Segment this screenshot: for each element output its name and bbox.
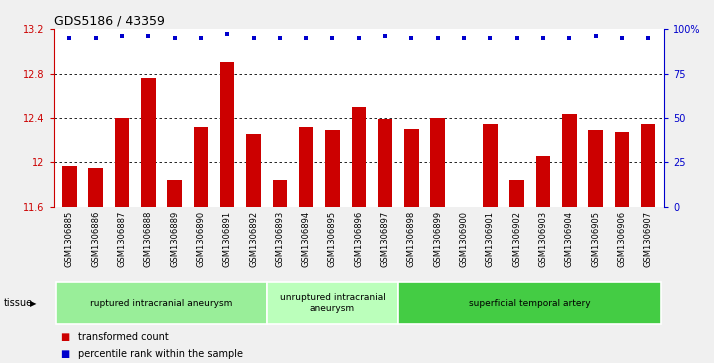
Bar [483,123,498,207]
Bar [404,129,418,207]
Bar [509,180,524,207]
Text: percentile rank within the sample: percentile rank within the sample [78,349,243,359]
Text: GSM1306894: GSM1306894 [301,211,311,267]
Text: GSM1306885: GSM1306885 [65,211,74,267]
Bar [193,127,208,207]
Bar [562,114,576,207]
Point [406,35,417,41]
Point [169,35,181,41]
Bar [588,130,603,207]
Text: GSM1306902: GSM1306902 [512,211,521,266]
Text: GSM1306898: GSM1306898 [407,211,416,267]
Point [511,35,523,41]
Bar [115,118,129,207]
Text: GSM1306906: GSM1306906 [618,211,626,267]
Point [143,33,154,39]
Bar [273,180,287,207]
Bar [351,107,366,207]
Bar [246,134,261,207]
Bar [141,78,156,207]
Text: GSM1306889: GSM1306889 [170,211,179,267]
Point [274,35,286,41]
Text: GSM1306891: GSM1306891 [223,211,232,267]
Text: tissue: tissue [4,298,33,308]
Text: GSM1306886: GSM1306886 [91,211,100,267]
Point [221,32,233,37]
Point [327,35,338,41]
Point [537,35,548,41]
Text: GSM1306890: GSM1306890 [196,211,206,267]
Text: GDS5186 / 43359: GDS5186 / 43359 [54,15,164,28]
Point [616,35,628,41]
Bar [220,62,234,207]
Text: GSM1306896: GSM1306896 [354,211,363,267]
Point [195,35,206,41]
Point [116,33,128,39]
Bar [536,156,550,207]
Point [64,35,75,41]
Point [485,35,496,41]
Point [90,35,101,41]
Text: unruptured intracranial
aneurysm: unruptured intracranial aneurysm [280,293,386,313]
Text: GSM1306887: GSM1306887 [118,211,126,267]
Text: GSM1306895: GSM1306895 [328,211,337,267]
Text: GSM1306888: GSM1306888 [144,211,153,267]
Point [590,33,601,39]
Bar [431,118,445,207]
Text: GSM1306892: GSM1306892 [249,211,258,267]
Bar [326,130,340,207]
Text: GSM1306899: GSM1306899 [433,211,442,267]
Text: GSM1306907: GSM1306907 [644,211,653,267]
Text: GSM1306903: GSM1306903 [538,211,548,267]
Text: GSM1306900: GSM1306900 [460,211,468,266]
Bar [167,180,182,207]
Text: GSM1306897: GSM1306897 [381,211,390,267]
Bar [378,119,392,207]
Bar [62,166,76,207]
Point [432,35,443,41]
Text: GSM1306905: GSM1306905 [591,211,600,266]
Point [353,35,365,41]
Text: GSM1306893: GSM1306893 [276,211,284,267]
Text: transformed count: transformed count [78,332,169,342]
Text: GSM1306904: GSM1306904 [565,211,574,266]
Bar [615,132,629,207]
Text: ruptured intracranial aneurysm: ruptured intracranial aneurysm [90,299,233,307]
Text: superficial temporal artery: superficial temporal artery [469,299,590,307]
Bar [89,168,103,207]
Bar [299,127,313,207]
Point [301,35,312,41]
Point [563,35,575,41]
Text: GSM1306901: GSM1306901 [486,211,495,266]
Bar [267,282,398,325]
Text: ■: ■ [60,349,69,359]
Bar [56,282,267,325]
Point [379,33,391,39]
Point [643,35,654,41]
Text: ■: ■ [60,332,69,342]
Text: ▶: ▶ [30,299,36,307]
Point [458,35,470,41]
Bar [398,282,661,325]
Bar [641,123,655,207]
Point [248,35,259,41]
